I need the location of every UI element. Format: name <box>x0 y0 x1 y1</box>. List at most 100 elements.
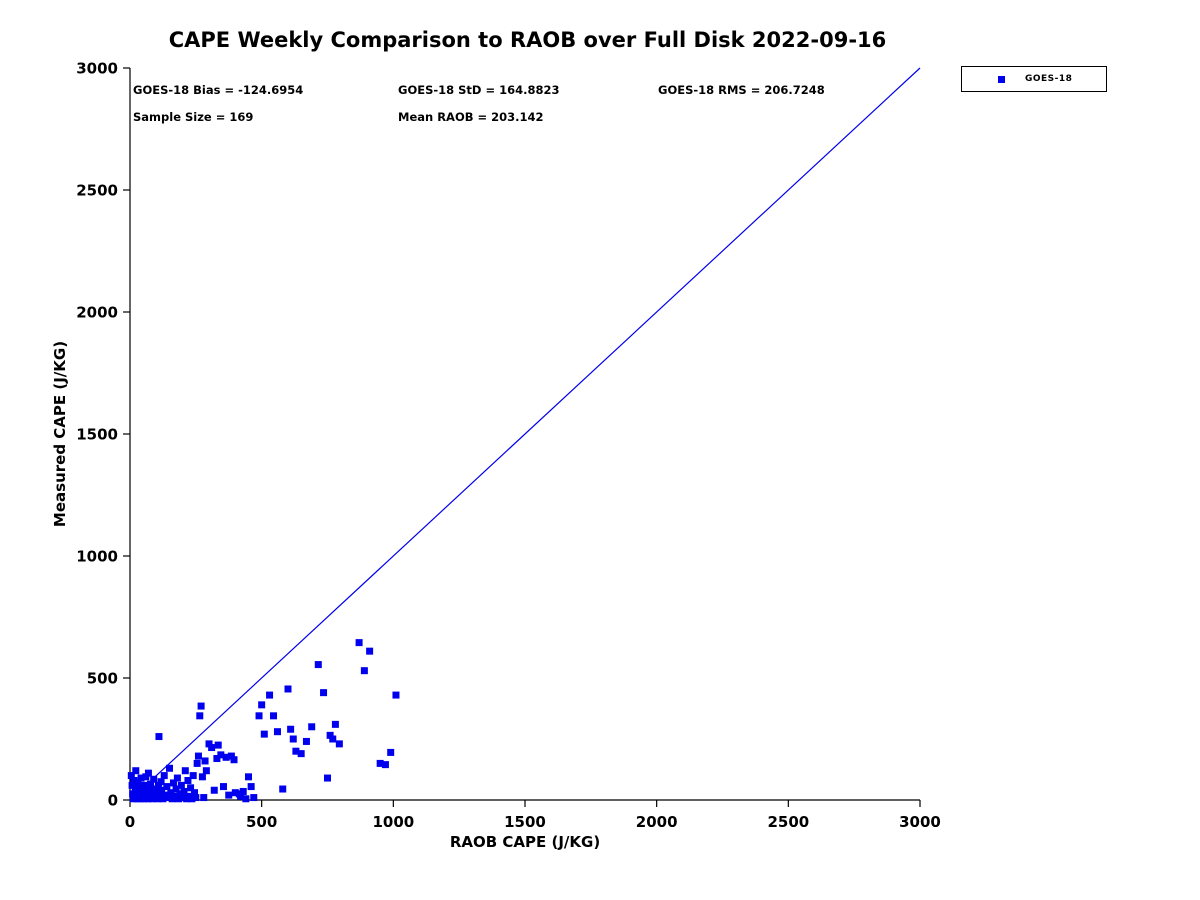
x-tick-label: 3000 <box>899 813 941 831</box>
scatter-point <box>192 794 200 802</box>
scatter-point <box>181 767 189 775</box>
scatter-point <box>355 639 363 647</box>
scatter-point <box>147 780 155 788</box>
legend: GOES-18 <box>961 66 1107 92</box>
scatter-point <box>193 759 201 767</box>
scatter-point <box>225 791 233 799</box>
scatter-point <box>213 755 221 763</box>
scatter-point <box>227 752 235 760</box>
scatter-point <box>289 735 297 743</box>
scatter-point <box>284 685 292 693</box>
scatter-point <box>198 773 206 781</box>
scatter-point <box>247 783 255 791</box>
x-tick-label: 2000 <box>636 813 678 831</box>
scatter-point <box>147 791 155 799</box>
y-tick-label: 2500 <box>76 182 118 200</box>
scatter-point <box>197 702 205 710</box>
scatter-point <box>255 712 263 720</box>
scatter-point <box>258 701 266 709</box>
x-tick-label: 0 <box>125 813 135 831</box>
scatter-point <box>130 776 138 784</box>
scatter-point <box>266 691 274 699</box>
scatter-point <box>176 790 184 798</box>
scatter-point <box>175 795 183 803</box>
scatter-point <box>273 728 281 736</box>
legend-marker-square-icon <box>998 75 1005 83</box>
identity-line <box>129 67 921 801</box>
scatter-point <box>366 647 374 655</box>
scatter-point <box>329 735 337 743</box>
scatter-point <box>136 783 144 791</box>
scatter-point <box>132 767 140 775</box>
scatter-point <box>163 783 171 791</box>
scatter-point <box>231 789 239 797</box>
scatter-point <box>326 731 334 739</box>
scatter-point <box>210 786 218 794</box>
scatter-point <box>160 772 168 780</box>
scatter-point <box>142 773 150 781</box>
scatter-point <box>144 769 152 777</box>
scatter-point <box>222 753 230 761</box>
scatter-point <box>166 764 173 772</box>
scatter-point <box>287 725 295 733</box>
scatter-point <box>155 733 163 741</box>
annotation-rms: GOES-18 RMS = 206.7248 <box>658 83 825 97</box>
x-tick-label: 1500 <box>504 813 546 831</box>
x-axis-label: RAOB CAPE (J/KG) <box>449 833 601 851</box>
x-tick-label: 2500 <box>767 813 809 831</box>
scatter-point <box>164 794 172 802</box>
scatter-point <box>155 790 163 798</box>
y-tick-label: 3000 <box>76 60 118 78</box>
scatter-point <box>217 751 225 759</box>
y-tick-label: 1000 <box>76 548 118 566</box>
scatter-point <box>245 773 252 781</box>
scatter-point <box>279 785 287 793</box>
chart-title: CAPE Weekly Comparison to RAOB over Full… <box>168 28 887 52</box>
scatter-point <box>128 781 136 789</box>
y-tick-label: 1500 <box>76 426 118 444</box>
scatter-point <box>208 744 216 752</box>
scatter-point <box>127 772 135 780</box>
scatter-point <box>188 795 196 803</box>
scatter-point <box>270 712 278 720</box>
scatter-point <box>154 781 162 789</box>
x-tick-label: 500 <box>246 813 277 831</box>
scatter-point <box>179 794 187 802</box>
annotation-sample-size: Sample Size = 169 <box>133 110 254 124</box>
scatter-point <box>242 795 250 803</box>
scatter-point <box>191 789 199 797</box>
scatter-point <box>172 785 180 793</box>
scatter-point <box>167 789 175 797</box>
y-tick-label: 0 <box>108 792 118 810</box>
scatter-point <box>324 774 331 782</box>
scatter-point <box>158 786 166 794</box>
scatter-point <box>302 737 310 745</box>
scatter-point <box>201 757 209 765</box>
scatter-point <box>237 792 245 800</box>
scatter-point <box>260 730 268 738</box>
scatter-point <box>184 776 192 784</box>
annotation-std: GOES-18 StD = 164.8823 <box>398 83 560 97</box>
scatter-point <box>320 689 328 697</box>
x-tick-label: 1000 <box>372 813 414 831</box>
scatter-point <box>187 784 195 792</box>
scatter-point <box>157 778 165 786</box>
scatter-point <box>219 783 227 791</box>
scatter-point <box>376 759 384 767</box>
scatter-point <box>314 661 322 669</box>
scatter-point <box>297 750 305 758</box>
annotation-bias: GOES-18 Bias = -124.6954 <box>133 83 304 97</box>
scatter-point <box>129 790 137 798</box>
scatter-point <box>335 740 343 748</box>
scatter-point <box>134 779 142 787</box>
scatter-point <box>159 795 167 803</box>
scatter-point <box>230 756 238 764</box>
scatter-point <box>331 720 339 728</box>
scatter-point <box>173 774 181 782</box>
scatter-point <box>381 761 389 769</box>
scatter-point <box>387 748 395 756</box>
scatter-point <box>131 785 139 793</box>
scatter-point <box>180 787 188 795</box>
